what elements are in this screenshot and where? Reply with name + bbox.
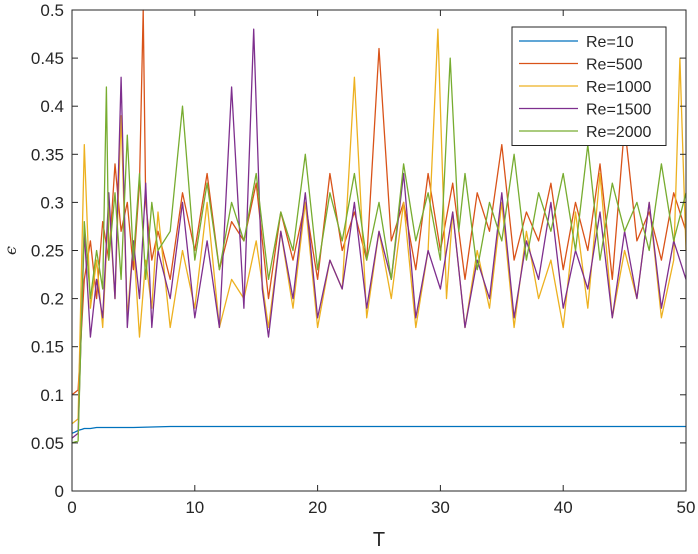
y-tick-label: 0.5: [40, 1, 64, 20]
y-tick-label: 0: [55, 482, 64, 501]
y-tick-label: 0.3: [40, 193, 64, 212]
y-tick-label: 0.15: [31, 338, 64, 357]
series-layer: [71, 9, 687, 444]
x-tick-label: 30: [431, 498, 450, 517]
y-tick-label: 0.35: [31, 145, 64, 164]
series-line-2: [71, 9, 687, 396]
x-tick-label: 20: [308, 498, 327, 517]
legend-label: Re=2000: [586, 124, 651, 141]
y-tick-label: 0.4: [40, 97, 64, 116]
x-tick-label: 50: [677, 498, 696, 517]
legend-label: Re=1000: [586, 79, 651, 96]
x-tick-label: 0: [67, 498, 76, 517]
legend-label: Re=10: [586, 34, 634, 51]
series-line-5: [71, 57, 687, 444]
x-axis-label: T: [373, 529, 385, 549]
x-tick-label: 40: [554, 498, 573, 517]
legend-label: Re=1500: [586, 102, 651, 119]
y-tick-label: 0.05: [31, 434, 64, 453]
series-line-4: [71, 28, 687, 439]
x-tick-label: 10: [185, 498, 204, 517]
legend: Re=10 Re=500 Re=1000 Re=1500 Re=2000: [511, 26, 667, 146]
y-tick-label: 0.1: [40, 386, 64, 405]
series-line-1: [71, 425, 686, 434]
y-tick-label: 0.2: [40, 290, 64, 309]
tick-layer: 0 10 20 30 40 50 0 0.05 0.1 0.15 0.2 0.25 0.3 0.35 0.4…: [31, 1, 696, 517]
legend-label: Re=500: [586, 57, 643, 74]
y-tick-label: 0.45: [31, 49, 64, 68]
y-axis-label: ϵ: [1, 246, 20, 255]
y-tick-label: 0.25: [31, 242, 64, 261]
